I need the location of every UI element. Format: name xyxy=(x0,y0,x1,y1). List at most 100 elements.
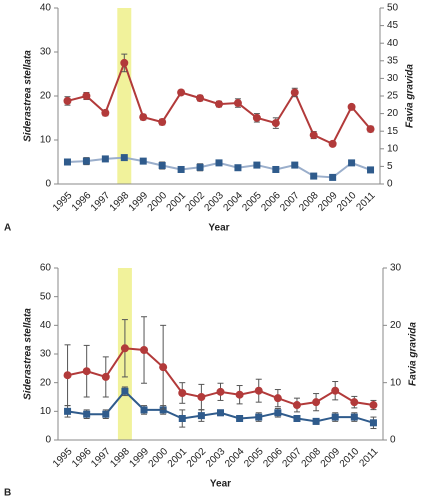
marker xyxy=(82,92,91,100)
x-tick-label: 2007 xyxy=(278,190,302,214)
panel-label: B xyxy=(4,488,11,499)
y2-tick-label: 30 xyxy=(387,73,399,84)
marker xyxy=(350,413,358,421)
marker xyxy=(83,410,91,418)
y2-axis-title: Favia gravida xyxy=(408,322,419,386)
marker xyxy=(82,157,90,165)
marker xyxy=(63,371,72,380)
marker xyxy=(331,386,340,395)
marker xyxy=(101,108,110,117)
x-tick-label: 2000 xyxy=(146,190,170,214)
marker xyxy=(331,413,339,421)
marker xyxy=(253,161,261,169)
marker xyxy=(197,393,206,401)
x-tick-label: 2008 xyxy=(300,446,324,470)
marker xyxy=(348,159,356,167)
marker xyxy=(140,345,149,354)
marker xyxy=(366,125,375,134)
y-tick-label: 30 xyxy=(40,349,52,360)
x-tick-label: 2007 xyxy=(280,446,304,470)
y-tick-label: 20 xyxy=(40,377,52,388)
x-tick-label: 2011 xyxy=(355,190,378,213)
y-tick-label: 60 xyxy=(40,263,52,274)
marker xyxy=(64,407,72,415)
marker xyxy=(178,388,187,397)
x-tick-label: 1996 xyxy=(70,446,94,470)
marker xyxy=(310,172,318,180)
y2-tick-label: 0 xyxy=(390,435,396,446)
y2-tick-label: 0 xyxy=(387,179,393,190)
marker xyxy=(178,415,186,422)
marker xyxy=(290,88,299,97)
y-tick-label: 50 xyxy=(40,291,52,302)
y2-tick-label: 15 xyxy=(387,126,399,137)
y2-tick-label: 10 xyxy=(387,143,399,154)
y2-tick-label: 5 xyxy=(387,161,393,172)
y2-tick-label: 30 xyxy=(390,263,402,274)
marker xyxy=(197,412,205,420)
y-tick-label: 0 xyxy=(45,179,51,190)
x-tick-label: 1997 xyxy=(89,446,113,470)
marker xyxy=(255,413,263,421)
marker xyxy=(177,88,186,97)
marker xyxy=(369,401,378,410)
marker xyxy=(63,158,71,166)
y-axis-title: Siderastrea stellata xyxy=(23,50,34,142)
marker xyxy=(139,157,147,165)
marker xyxy=(273,394,282,403)
y2-tick-label: 20 xyxy=(390,320,402,331)
x-axis-title: Year xyxy=(210,479,231,490)
marker xyxy=(101,155,109,163)
marker xyxy=(274,409,282,417)
x-tick-label: 1998 xyxy=(108,190,132,214)
x-tick-label: 2009 xyxy=(316,190,340,214)
panel-label: A xyxy=(4,223,11,234)
y-tick-label: 40 xyxy=(40,320,52,331)
y2-tick-label: 35 xyxy=(387,55,399,66)
marker xyxy=(215,159,223,167)
x-tick-label: 2001 xyxy=(166,446,190,470)
x-tick-label: 1999 xyxy=(127,190,151,214)
x-tick-label: 1997 xyxy=(89,190,113,214)
x-tick-label: 1999 xyxy=(128,446,152,470)
x-tick-label: 2005 xyxy=(240,190,264,214)
x-tick-label: 2000 xyxy=(147,446,171,470)
marker xyxy=(328,139,337,148)
y2-tick-label: 25 xyxy=(387,91,399,102)
x-tick-label: 2004 xyxy=(223,446,247,470)
marker xyxy=(196,94,205,103)
x-tick-label: 2002 xyxy=(185,446,209,470)
marker xyxy=(235,390,244,399)
marker xyxy=(196,163,204,171)
marker xyxy=(292,401,301,410)
marker xyxy=(63,96,72,105)
y-tick-label: 30 xyxy=(40,47,52,58)
y2-tick-label: 45 xyxy=(387,20,399,31)
marker xyxy=(350,398,359,407)
marker xyxy=(369,419,377,427)
marker xyxy=(140,406,148,414)
x-axis-title: Year xyxy=(208,223,229,234)
x-tick-label: 2011 xyxy=(357,446,380,469)
x-tick-label: 2004 xyxy=(221,190,245,214)
marker xyxy=(234,164,242,172)
marker xyxy=(158,162,166,170)
marker xyxy=(329,173,337,181)
y-tick-label: 0 xyxy=(45,435,51,446)
marker xyxy=(102,410,110,418)
marker xyxy=(312,398,321,407)
x-tick-label: 2002 xyxy=(184,190,208,214)
x-tick-label: 2003 xyxy=(204,446,228,470)
marker xyxy=(254,386,263,395)
marker xyxy=(293,415,301,422)
marker xyxy=(82,367,91,376)
marker xyxy=(272,165,280,173)
marker xyxy=(121,387,129,395)
x-tick-label: 2006 xyxy=(261,446,285,470)
y-tick-label: 40 xyxy=(40,3,52,14)
marker xyxy=(236,415,244,422)
x-tick-label: 2010 xyxy=(335,190,359,214)
marker xyxy=(177,165,185,173)
marker xyxy=(215,100,223,109)
y2-axis-title: Favia gravida xyxy=(405,64,416,128)
